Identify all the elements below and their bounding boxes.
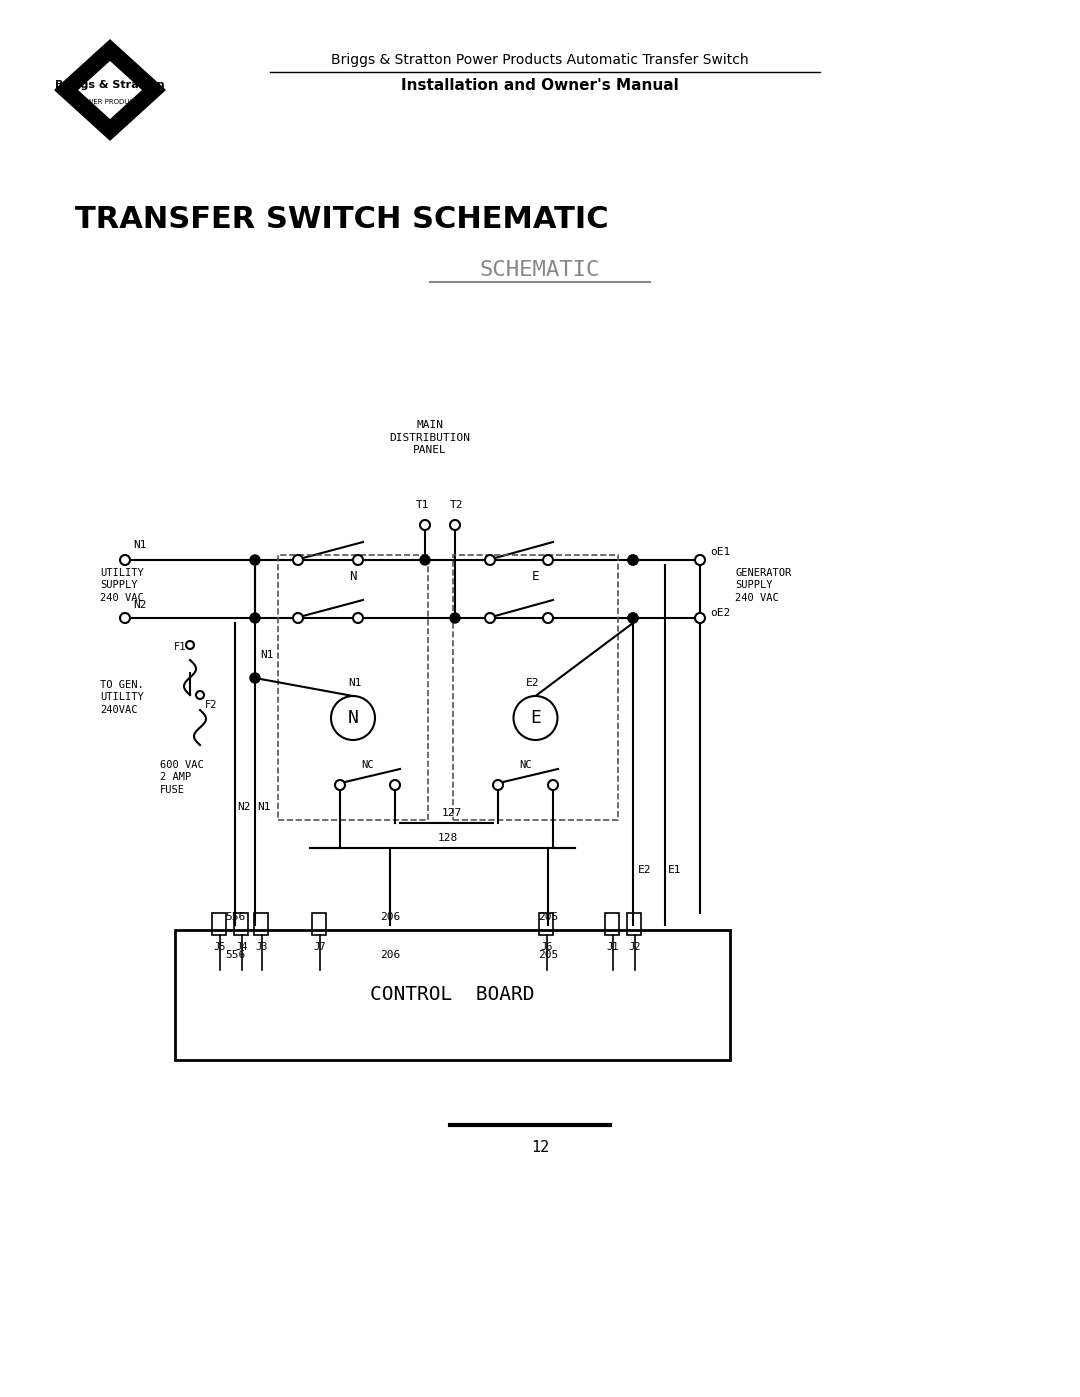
Text: T1: T1 bbox=[416, 500, 430, 510]
Text: E1: E1 bbox=[669, 865, 681, 875]
Text: 128: 128 bbox=[437, 833, 458, 842]
Circle shape bbox=[249, 673, 260, 683]
Bar bbox=[234, 914, 248, 935]
Bar bbox=[278, 555, 428, 820]
Bar bbox=[312, 914, 326, 935]
Circle shape bbox=[293, 613, 303, 623]
Circle shape bbox=[353, 613, 363, 623]
Text: 127: 127 bbox=[442, 807, 461, 819]
Text: 206: 206 bbox=[380, 950, 400, 960]
Circle shape bbox=[335, 780, 345, 789]
Text: N2: N2 bbox=[237, 802, 251, 812]
Circle shape bbox=[485, 555, 495, 564]
Circle shape bbox=[420, 555, 430, 564]
Circle shape bbox=[390, 780, 400, 789]
Circle shape bbox=[485, 613, 495, 623]
Circle shape bbox=[492, 780, 503, 789]
Circle shape bbox=[195, 692, 204, 698]
Bar bbox=[605, 914, 619, 935]
Text: N2: N2 bbox=[133, 599, 147, 610]
Circle shape bbox=[627, 555, 638, 564]
Circle shape bbox=[120, 555, 130, 564]
Bar bbox=[254, 914, 268, 935]
Text: N1: N1 bbox=[133, 541, 147, 550]
Bar bbox=[539, 914, 553, 935]
Bar bbox=[212, 914, 226, 935]
Bar bbox=[453, 555, 618, 820]
Circle shape bbox=[249, 555, 260, 564]
Text: J1: J1 bbox=[607, 942, 619, 951]
Text: Briggs & Stratton Power Products Automatic Transfer Switch: Briggs & Stratton Power Products Automat… bbox=[332, 53, 748, 67]
Text: J4: J4 bbox=[235, 942, 248, 951]
Circle shape bbox=[513, 696, 557, 740]
Text: E2: E2 bbox=[526, 678, 539, 687]
Polygon shape bbox=[55, 41, 165, 140]
Text: 205: 205 bbox=[538, 912, 558, 922]
Circle shape bbox=[330, 696, 375, 740]
Text: GENERATOR
SUPPLY
240 VAC: GENERATOR SUPPLY 240 VAC bbox=[735, 569, 792, 602]
Text: F2: F2 bbox=[205, 700, 217, 710]
Circle shape bbox=[543, 613, 553, 623]
Circle shape bbox=[293, 555, 303, 564]
Text: NC: NC bbox=[361, 760, 374, 770]
Circle shape bbox=[450, 613, 460, 623]
Circle shape bbox=[450, 520, 460, 529]
Bar bbox=[627, 914, 642, 935]
Text: T2: T2 bbox=[450, 500, 463, 510]
Text: N: N bbox=[348, 710, 359, 726]
Circle shape bbox=[353, 555, 363, 564]
Circle shape bbox=[627, 613, 638, 623]
Circle shape bbox=[548, 780, 558, 789]
Circle shape bbox=[120, 613, 130, 623]
Text: 600 VAC
2 AMP
FUSE: 600 VAC 2 AMP FUSE bbox=[160, 760, 204, 795]
Text: 556: 556 bbox=[225, 912, 245, 922]
Circle shape bbox=[696, 555, 705, 564]
Text: J7: J7 bbox=[314, 942, 326, 951]
Text: oE1: oE1 bbox=[710, 548, 730, 557]
Text: POWER PRODUCTS: POWER PRODUCTS bbox=[77, 99, 143, 105]
Text: 12: 12 bbox=[531, 1140, 549, 1155]
Text: J6: J6 bbox=[541, 942, 553, 951]
Circle shape bbox=[249, 613, 260, 623]
Circle shape bbox=[420, 520, 430, 529]
Text: N1: N1 bbox=[257, 802, 270, 812]
Text: oE2: oE2 bbox=[710, 608, 730, 617]
Text: E2: E2 bbox=[638, 865, 651, 875]
Text: J3: J3 bbox=[256, 942, 268, 951]
Text: J5: J5 bbox=[214, 942, 226, 951]
Bar bbox=[175, 930, 730, 1060]
Text: N: N bbox=[349, 570, 356, 583]
Text: 556: 556 bbox=[225, 950, 245, 960]
Circle shape bbox=[627, 555, 638, 564]
Text: NC: NC bbox=[519, 760, 531, 770]
Text: SCHEMATIC: SCHEMATIC bbox=[480, 260, 600, 279]
Circle shape bbox=[543, 555, 553, 564]
Circle shape bbox=[627, 613, 638, 623]
Text: E: E bbox=[531, 570, 539, 583]
Polygon shape bbox=[77, 60, 143, 120]
Text: N1: N1 bbox=[260, 650, 273, 659]
Text: TRANSFER SWITCH SCHEMATIC: TRANSFER SWITCH SCHEMATIC bbox=[75, 205, 609, 235]
Text: N1: N1 bbox=[348, 678, 362, 687]
Text: Installation and Owner's Manual: Installation and Owner's Manual bbox=[401, 77, 679, 92]
Text: F1: F1 bbox=[174, 643, 186, 652]
Circle shape bbox=[696, 613, 705, 623]
Text: Briggs & Stratton: Briggs & Stratton bbox=[55, 80, 165, 89]
Text: E: E bbox=[530, 710, 541, 726]
Text: UTILITY
SUPPLY
240 VAC: UTILITY SUPPLY 240 VAC bbox=[100, 569, 144, 602]
Circle shape bbox=[186, 641, 194, 650]
Text: J2: J2 bbox=[629, 942, 642, 951]
Text: 206: 206 bbox=[380, 912, 400, 922]
Text: TO GEN.
UTILITY
240VAC: TO GEN. UTILITY 240VAC bbox=[100, 680, 144, 715]
Text: CONTROL  BOARD: CONTROL BOARD bbox=[370, 985, 535, 1004]
Text: MAIN
DISTRIBUTION
PANEL: MAIN DISTRIBUTION PANEL bbox=[390, 420, 471, 455]
Text: 205: 205 bbox=[538, 950, 558, 960]
